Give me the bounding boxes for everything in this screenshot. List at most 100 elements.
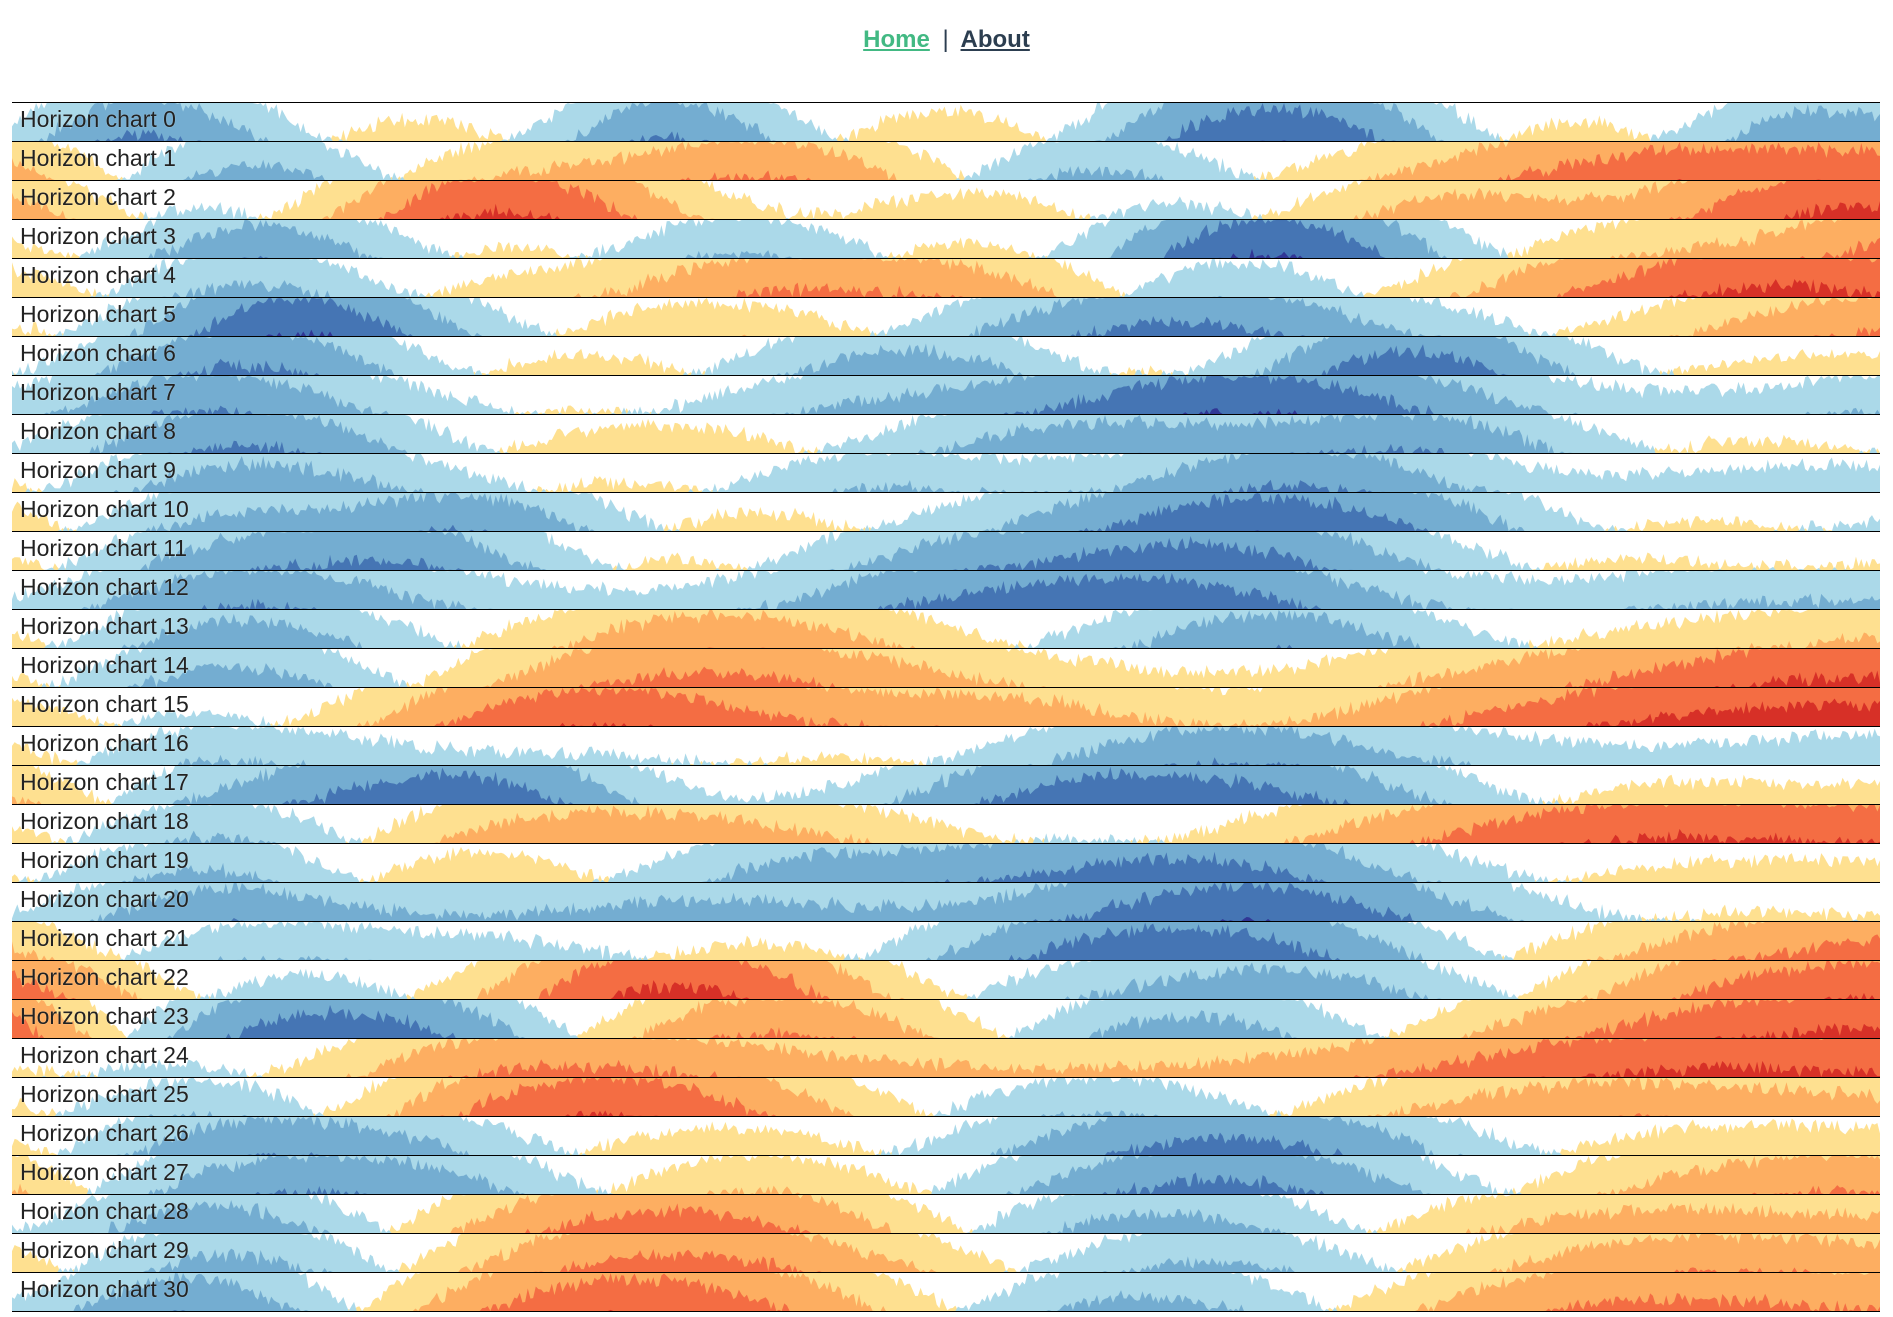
horizon-chart-row: Horizon chart 3 xyxy=(12,220,1880,259)
horizon-chart-row: Horizon chart 16 xyxy=(12,727,1880,766)
horizon-chart-svg xyxy=(12,844,1880,882)
horizon-band-positive xyxy=(12,649,1880,687)
horizon-chart-label: Horizon chart 1 xyxy=(20,145,176,171)
horizon-chart-label: Horizon chart 30 xyxy=(20,1276,189,1302)
horizon-chart-row: Horizon chart 13 xyxy=(12,610,1880,649)
horizon-chart-list: Horizon chart 0 Horizon chart 1 Horizon ch… xyxy=(12,102,1880,1312)
horizon-chart-label: Horizon chart 8 xyxy=(20,418,176,444)
horizon-chart-row: Horizon chart 30 xyxy=(12,1273,1880,1312)
horizon-chart-label: Horizon chart 5 xyxy=(20,301,176,327)
horizon-chart-label: Horizon chart 9 xyxy=(20,457,176,483)
horizon-chart-label: Horizon chart 27 xyxy=(20,1159,189,1185)
horizon-band-negative xyxy=(12,830,1880,843)
horizon-band-negative xyxy=(12,1004,1880,1038)
horizon-chart-svg xyxy=(12,883,1880,921)
horizon-band-negative xyxy=(12,1273,1880,1311)
horizon-chart-label: Horizon chart 12 xyxy=(20,574,189,600)
horizon-band-positive xyxy=(12,1060,1880,1077)
horizon-chart-label: Horizon chart 17 xyxy=(20,769,189,795)
horizon-band-negative xyxy=(12,298,1880,336)
horizon-band-negative xyxy=(12,572,1880,609)
top-nav: Home | About xyxy=(0,26,1893,54)
horizon-chart-label: Horizon chart 4 xyxy=(20,262,176,288)
horizon-chart-svg xyxy=(12,298,1880,336)
horizon-chart-row: Horizon chart 14 xyxy=(12,649,1880,688)
horizon-chart-label: Horizon chart 2 xyxy=(20,184,176,210)
horizon-band-negative xyxy=(12,298,1880,336)
horizon-chart-row: Horizon chart 22 xyxy=(12,961,1880,1000)
horizon-chart-row: Horizon chart 29 xyxy=(12,1234,1880,1273)
horizon-band-negative xyxy=(12,1156,1880,1194)
horizon-band-negative xyxy=(12,663,1880,687)
horizon-band-positive xyxy=(12,922,1880,960)
horizon-chart-label: Horizon chart 0 xyxy=(20,106,176,132)
horizon-band-positive xyxy=(12,552,1880,570)
horizon-band-negative xyxy=(12,961,1880,999)
horizon-chart-svg xyxy=(12,610,1880,648)
horizon-chart-row: Horizon chart 0 xyxy=(12,103,1880,142)
horizon-band-negative xyxy=(12,415,1880,453)
horizon-band-negative xyxy=(12,1078,1880,1116)
horizon-chart-label: Horizon chart 26 xyxy=(20,1120,189,1146)
horizon-chart-label: Horizon chart 18 xyxy=(20,808,189,834)
horizon-band-negative xyxy=(12,1000,1880,1038)
horizon-chart-row: Horizon chart 20 xyxy=(12,883,1880,922)
horizon-chart-label: Horizon chart 15 xyxy=(20,691,189,717)
horizon-band-positive xyxy=(12,259,1880,297)
horizon-chart-svg xyxy=(12,1039,1880,1077)
horizon-band-negative xyxy=(12,709,1880,726)
horizon-chart-label: Horizon chart 23 xyxy=(20,1003,189,1029)
horizon-chart-row: Horizon chart 11 xyxy=(12,532,1880,571)
horizon-chart-label: Horizon chart 6 xyxy=(20,340,176,366)
horizon-chart-label: Horizon chart 13 xyxy=(20,613,189,639)
horizon-chart-row: Horizon chart 25 xyxy=(12,1078,1880,1117)
horizon-band-positive xyxy=(12,961,1880,999)
horizon-chart-row: Horizon chart 1 xyxy=(12,142,1880,181)
horizon-band-positive xyxy=(12,1156,1880,1194)
horizon-band-positive xyxy=(12,846,1880,882)
horizon-chart-svg xyxy=(12,1156,1880,1194)
horizon-chart-row: Horizon chart 24 xyxy=(12,1039,1880,1078)
horizon-chart-svg xyxy=(12,532,1880,570)
horizon-chart-label: Horizon chart 28 xyxy=(20,1198,189,1224)
horizon-band-positive xyxy=(12,104,1880,141)
horizon-band-positive xyxy=(12,1078,1880,1116)
nav-separator: | xyxy=(942,26,949,53)
horizon-chart-svg xyxy=(12,259,1880,297)
horizon-chart-svg xyxy=(12,220,1880,258)
horizon-band-positive xyxy=(12,1118,1880,1155)
horizon-chart-row: Horizon chart 17 xyxy=(12,766,1880,805)
horizon-band-positive xyxy=(12,1234,1880,1272)
horizon-band-positive xyxy=(12,298,1880,336)
horizon-band-positive xyxy=(12,649,1880,687)
horizon-band-negative xyxy=(12,922,1880,960)
horizon-chart-row: Horizon chart 8 xyxy=(12,415,1880,454)
horizon-chart-row: Horizon chart 26 xyxy=(12,1117,1880,1156)
nav-about-link[interactable]: About xyxy=(960,26,1030,53)
horizon-chart-row: Horizon chart 10 xyxy=(12,493,1880,532)
horizon-band-negative xyxy=(12,440,1880,453)
horizon-band-positive xyxy=(12,1000,1880,1038)
horizon-chart-svg xyxy=(12,922,1880,960)
nav-home-link[interactable]: Home xyxy=(863,26,930,53)
horizon-band-negative xyxy=(12,532,1880,570)
horizon-chart-svg xyxy=(12,649,1880,687)
horizon-band-negative xyxy=(12,344,1880,375)
horizon-chart-row: Horizon chart 19 xyxy=(12,844,1880,883)
horizon-band-positive xyxy=(12,501,1880,531)
horizon-band-positive xyxy=(12,805,1880,843)
horizon-chart-label: Horizon chart 21 xyxy=(20,925,189,951)
horizon-chart-row: Horizon chart 2 xyxy=(12,181,1880,220)
horizon-band-positive xyxy=(12,961,1880,999)
horizon-chart-label: Horizon chart 22 xyxy=(20,964,189,990)
horizon-chart-svg xyxy=(12,142,1880,180)
horizon-band-negative xyxy=(12,196,1880,219)
horizon-chart-svg xyxy=(12,1195,1880,1233)
horizon-band-positive xyxy=(12,1273,1880,1311)
horizon-band-negative xyxy=(12,1058,1880,1077)
horizon-chart-row: Horizon chart 15 xyxy=(12,688,1880,727)
horizon-chart-svg xyxy=(12,961,1880,999)
horizon-chart-row: Horizon chart 18 xyxy=(12,805,1880,844)
horizon-band-negative xyxy=(12,454,1880,492)
horizon-band-positive xyxy=(12,1195,1880,1233)
